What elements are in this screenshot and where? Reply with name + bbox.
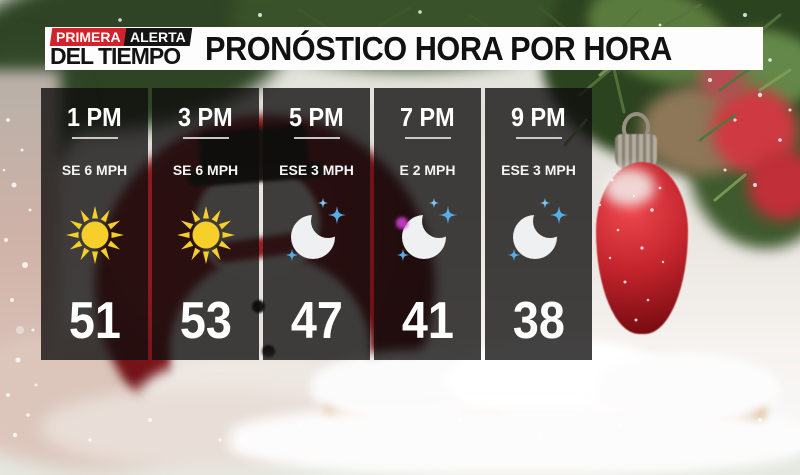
temperature-value: 38 [512,292,565,350]
sun-icon [41,191,148,279]
time-label: 9 PM [511,102,566,132]
header-banner: PRIMERA ALERTA DEL TIEMPO PRONÓSTICO HORA… [45,27,763,70]
primera-alerta-logo: PRIMERA ALERTA DEL TIEMPO [49,28,199,69]
forecast-column-1pm: 1 PM SE 6 MPH 51 [41,88,148,360]
forecast-column-5pm: 5 PM ESE 3 MPH 47 [263,88,370,360]
temperature-value: 47 [290,292,343,350]
wind-label: SE 6 MPH [61,162,128,178]
moon-icon [263,191,370,279]
divider [293,137,340,139]
temperature-value: 53 [179,292,232,350]
moon-icon [374,191,481,279]
hourly-forecast-panel: 1 PM SE 6 MPH 51 3 PM SE 6 MPH 53 5 PM E… [41,88,592,360]
forecast-column-3pm: 3 PM SE 6 MPH 53 [152,88,259,360]
logo-del-tiempo: DEL TIEMPO [50,43,181,69]
ornament-snowcap [603,168,655,206]
time-label: 3 PM [178,102,233,132]
divider [515,137,562,139]
wind-label: ESE 3 MPH [501,162,576,178]
sun-icon [152,191,259,279]
temperature-value: 41 [401,292,454,350]
wind-label: E 2 MPH [399,162,456,178]
wind-label: SE 6 MPH [172,162,239,178]
time-label: 5 PM [289,102,344,132]
divider [71,137,118,139]
divider [182,137,229,139]
forecast-column-9pm: 9 PM ESE 3 MPH 38 [485,88,592,360]
divider [404,137,451,139]
magenta-bokeh-dot [396,217,408,229]
snow-band [230,405,800,475]
forecast-column-7pm: 7 PM E 2 MPH 41 [374,88,481,360]
time-label: 1 PM [67,102,122,132]
moon-icon [485,191,592,279]
wind-label: ESE 3 MPH [279,162,354,178]
time-label: 7 PM [400,102,455,132]
temperature-value: 51 [68,292,121,350]
page-title: PRONÓSTICO HORA POR HORA [205,30,672,67]
